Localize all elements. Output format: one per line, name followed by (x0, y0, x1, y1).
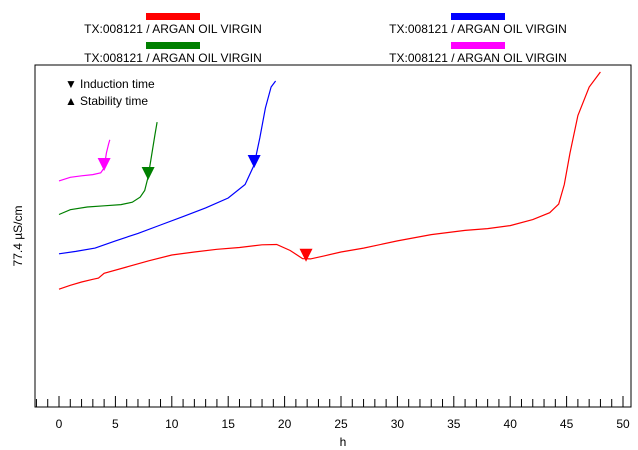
legend-entry: TX:008121 / ARGAN OIL VIRGIN (43, 42, 303, 65)
x-tick-label: 35 (447, 417, 461, 431)
x-tick-label: 15 (222, 417, 236, 431)
series-line (58, 71, 601, 290)
y-axis-label: 77.4 µS/cm (11, 206, 25, 267)
legend-swatch (146, 42, 200, 49)
x-axis-tick-labels: 0 5 10 15 20 25 30 35 40 45 50 (56, 417, 630, 431)
x-tick-label: 50 (616, 417, 630, 431)
series-group (58, 71, 601, 290)
marker-legend: ▼ Induction time ▲ Stability time (65, 77, 155, 108)
induction-time-marker (247, 155, 261, 168)
legend-entry: TX:008121 / ARGAN OIL VIRGIN (348, 13, 608, 36)
induction-legend-label: Induction time (80, 77, 155, 91)
legend-swatch (451, 42, 505, 49)
series-line (58, 139, 111, 182)
x-axis-ticks (35, 396, 624, 407)
legend-label: TX:008121 / ARGAN OIL VIRGIN (84, 22, 262, 36)
legend-entry: TX:008121 / ARGAN OIL VIRGIN (348, 42, 608, 65)
x-tick-label: 5 (112, 417, 119, 431)
x-tick-label: 25 (334, 417, 348, 431)
induction-time-marker (141, 167, 155, 180)
legend-label: TX:008121 / ARGAN OIL VIRGIN (389, 51, 567, 65)
induction-time-marker (97, 158, 111, 171)
legend-entry: TX:008121 / ARGAN OIL VIRGIN (43, 13, 303, 36)
plot-frame (34, 64, 632, 408)
x-tick-label: 30 (391, 417, 405, 431)
x-tick-label: 40 (504, 417, 518, 431)
x-tick-label: 45 (560, 417, 574, 431)
induction-marker-symbol: ▼ (65, 77, 77, 91)
legend-label: TX:008121 / ARGAN OIL VIRGIN (84, 51, 262, 65)
induction-markers (97, 155, 313, 262)
series-line (58, 80, 277, 255)
x-tick-label: 0 (56, 417, 63, 431)
x-tick-label: 10 (165, 417, 179, 431)
series-line (58, 121, 158, 216)
legend-swatch (451, 13, 505, 20)
x-axis-label: h (340, 435, 347, 449)
stability-legend-label: Stability time (80, 94, 148, 108)
stability-marker-symbol: ▲ (65, 94, 77, 108)
legend-label: TX:008121 / ARGAN OIL VIRGIN (389, 22, 567, 36)
induction-time-marker (299, 248, 313, 262)
x-tick-label: 20 (278, 417, 292, 431)
legend-swatch (146, 13, 200, 20)
